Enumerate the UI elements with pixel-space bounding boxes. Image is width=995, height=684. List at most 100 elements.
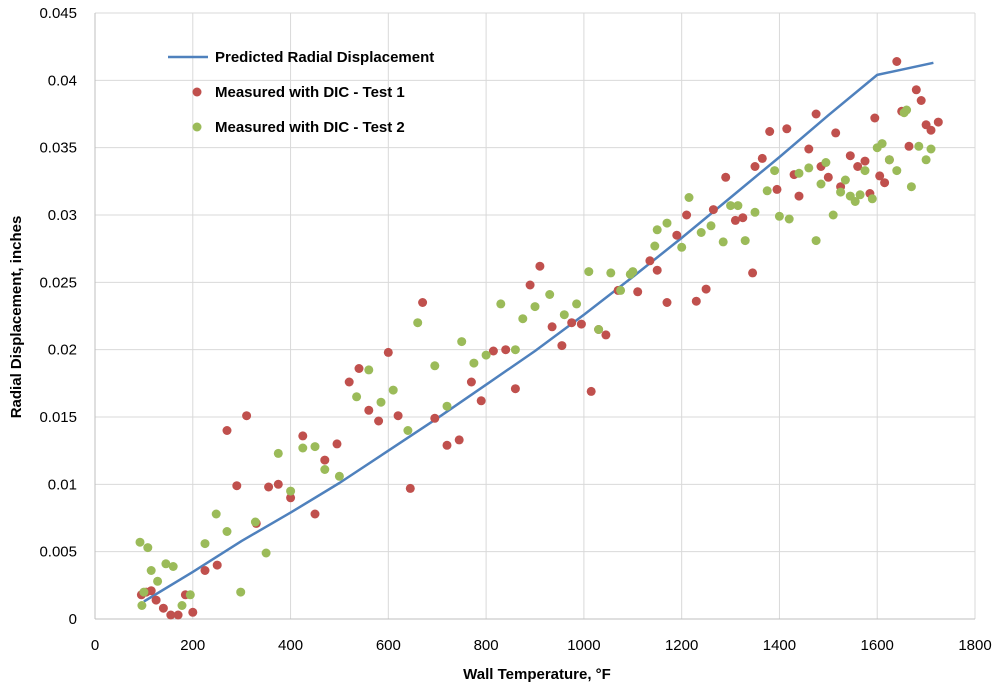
test2-point bbox=[921, 155, 931, 165]
test2-point bbox=[211, 509, 221, 519]
y-tick-label: 0.03 bbox=[48, 207, 77, 224]
test2-point bbox=[352, 392, 362, 402]
test1-point bbox=[860, 156, 870, 166]
test2-point bbox=[469, 358, 479, 368]
test1-point bbox=[804, 144, 814, 154]
test1-point bbox=[430, 413, 440, 423]
test2-point bbox=[364, 365, 374, 375]
test1-point bbox=[418, 298, 428, 307]
test1-point bbox=[442, 440, 452, 450]
test1-point bbox=[875, 171, 885, 181]
test1-point bbox=[652, 265, 662, 275]
test2-point bbox=[650, 241, 660, 251]
y-tick-label: 0.005 bbox=[39, 544, 77, 561]
x-tick-label: 1000 bbox=[567, 637, 600, 654]
legend-label-test2: Measured with DIC - Test 2 bbox=[215, 119, 405, 136]
test2-point bbox=[677, 242, 687, 252]
x-tick-label: 0 bbox=[91, 637, 99, 654]
test1-point bbox=[738, 213, 748, 223]
test2-point bbox=[430, 361, 440, 371]
test1-point bbox=[794, 191, 804, 201]
test1-point-series bbox=[136, 57, 943, 620]
test1-point bbox=[476, 396, 486, 406]
test2-point bbox=[860, 166, 870, 176]
test1-point bbox=[501, 345, 511, 355]
test2-point bbox=[836, 187, 846, 197]
x-tick-label: 600 bbox=[376, 637, 401, 654]
x-tick-label: 1200 bbox=[665, 637, 698, 654]
predicted-displacement-line bbox=[143, 61, 934, 603]
test1-point bbox=[601, 330, 611, 340]
test1-point bbox=[298, 431, 308, 441]
test2-point bbox=[628, 267, 638, 277]
test2-point bbox=[298, 443, 308, 453]
test2-point bbox=[442, 401, 452, 411]
test2-point bbox=[222, 527, 232, 536]
test2-point bbox=[750, 207, 760, 217]
y-tick-labels: 0 0.005 0.01 0.015 0.02 0.025 0.03 0.035 0.04 0.0… bbox=[39, 5, 77, 628]
test1-point bbox=[853, 162, 863, 171]
axes bbox=[94, 13, 975, 620]
test2-point bbox=[146, 566, 156, 575]
test1-point bbox=[765, 127, 775, 136]
test1-point bbox=[721, 172, 731, 182]
test2-point bbox=[250, 517, 260, 527]
test2-point bbox=[804, 163, 814, 173]
test2-point bbox=[310, 442, 320, 452]
test2-point bbox=[784, 214, 794, 224]
x-tick-label: 800 bbox=[474, 637, 499, 654]
test1-point bbox=[730, 215, 740, 225]
legend: Predicted Radial Displacement Measured w… bbox=[168, 49, 434, 136]
y-tick-label: 0.035 bbox=[39, 140, 77, 157]
test2-point bbox=[892, 166, 902, 176]
legend-marker-test2 bbox=[192, 122, 202, 132]
x-tick-label: 400 bbox=[278, 637, 303, 654]
test1-point bbox=[273, 479, 283, 489]
test2-point bbox=[584, 267, 594, 277]
test1-point bbox=[383, 347, 393, 357]
test1-point bbox=[845, 151, 855, 161]
test2-point-series bbox=[135, 105, 936, 610]
x-tick-label: 200 bbox=[180, 637, 205, 654]
y-tick-label: 0.025 bbox=[39, 274, 77, 291]
test1-point bbox=[535, 261, 545, 271]
test1-point bbox=[354, 364, 364, 373]
test2-point bbox=[139, 587, 149, 597]
test2-point bbox=[718, 237, 728, 247]
test2-point bbox=[774, 211, 784, 221]
x-tick-labels: 0 200 400 600 800 1000 1200 1400 1600 1800 bbox=[91, 637, 992, 654]
test2-point bbox=[273, 448, 283, 458]
legend-label-predicted: Predicted Radial Displacement bbox=[215, 49, 434, 66]
test1-point bbox=[146, 586, 156, 596]
test1-point bbox=[264, 482, 274, 492]
test2-point bbox=[518, 314, 528, 324]
test1-point bbox=[691, 296, 701, 306]
test1-point bbox=[708, 205, 718, 215]
test2-point bbox=[161, 559, 171, 569]
y-tick-label: 0.015 bbox=[39, 409, 77, 426]
test1-point bbox=[904, 141, 914, 151]
test1-point bbox=[933, 117, 943, 127]
test2-point bbox=[388, 385, 398, 395]
test2-point bbox=[143, 543, 153, 553]
test1-point bbox=[232, 481, 242, 491]
test2-point bbox=[413, 318, 423, 328]
test2-point bbox=[684, 193, 694, 202]
test1-point bbox=[870, 113, 880, 123]
test1-point bbox=[547, 322, 557, 332]
test1-point bbox=[645, 256, 655, 266]
test1-point bbox=[892, 57, 902, 66]
test1-point bbox=[782, 124, 792, 134]
y-axis-title: Radial Displacement, inches bbox=[8, 216, 25, 419]
test2-point bbox=[320, 465, 330, 474]
test2-point bbox=[726, 201, 736, 211]
test1-point bbox=[926, 125, 936, 135]
test2-point bbox=[334, 471, 344, 481]
x-tick-label: 1800 bbox=[958, 637, 991, 654]
test1-point bbox=[510, 384, 520, 394]
test1-point bbox=[212, 560, 222, 570]
test2-point bbox=[706, 221, 716, 231]
test1-point bbox=[405, 483, 415, 493]
test2-point bbox=[828, 210, 838, 220]
